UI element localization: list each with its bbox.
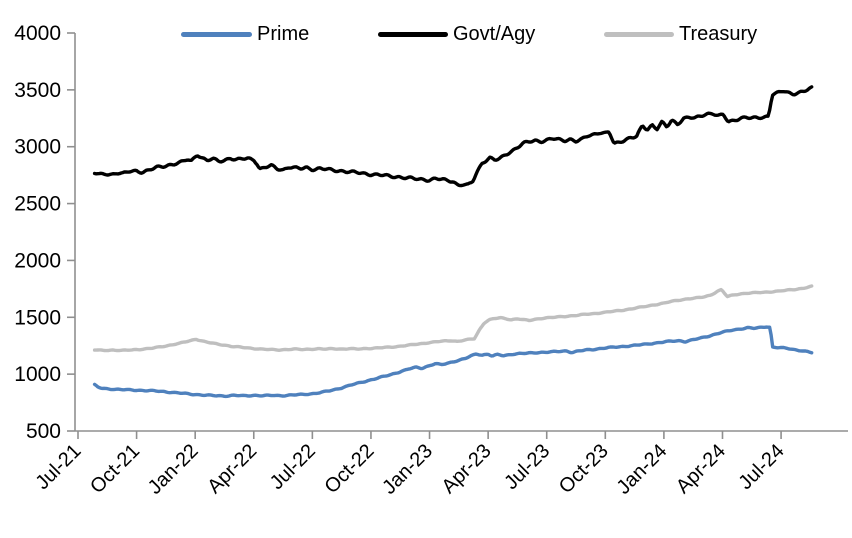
y-tick-label: 1000 xyxy=(14,363,61,386)
x-tick-label: Apr-22 xyxy=(203,440,261,498)
x-tick-label: Jan-22 xyxy=(144,440,203,499)
legend-item-govt-agy: Govt/Agy xyxy=(378,23,535,45)
y-tick-label: 3500 xyxy=(14,79,61,102)
series-line-prime xyxy=(92,325,814,399)
legend-label-govt-agy: Govt/Agy xyxy=(453,23,536,45)
y-tick-label: 2500 xyxy=(14,193,61,216)
legend-item-prime: Prime xyxy=(181,23,309,45)
y-tick-label: 3000 xyxy=(14,136,61,159)
x-tick-label: Oct-22 xyxy=(320,440,378,498)
legend-label-treasury: Treasury xyxy=(679,23,758,45)
y-tick-label: 2000 xyxy=(14,249,61,272)
legend-swatch-govt-agy xyxy=(378,31,448,37)
legend-swatch-treasury xyxy=(604,31,674,37)
legend-swatch-prime xyxy=(181,31,252,37)
x-tick-label: Jul-22 xyxy=(266,440,320,494)
legend-label-prime: Prime xyxy=(257,23,310,45)
legend-item-treasury: Treasury xyxy=(604,23,757,45)
x-tick-label: Apr-23 xyxy=(438,440,496,498)
series-line-treasury xyxy=(92,284,814,353)
x-tick-label: Apr-24 xyxy=(672,440,730,498)
x-tick-label: Oct-23 xyxy=(555,440,613,498)
x-tick-label: Jul-23 xyxy=(500,440,554,494)
y-tick-label: 500 xyxy=(26,420,61,443)
x-tick-label: Jan-23 xyxy=(378,440,437,499)
x-tick-label: Jul-21 xyxy=(31,440,85,494)
y-tick-label: 1500 xyxy=(14,306,61,329)
y-tick-label: 4000 xyxy=(14,22,61,45)
x-tick-label: Jan-24 xyxy=(613,440,672,499)
series-line-govt-agy xyxy=(92,85,814,188)
x-tick-label: Oct-21 xyxy=(86,440,144,498)
x-tick-label: Jul-24 xyxy=(735,440,789,494)
